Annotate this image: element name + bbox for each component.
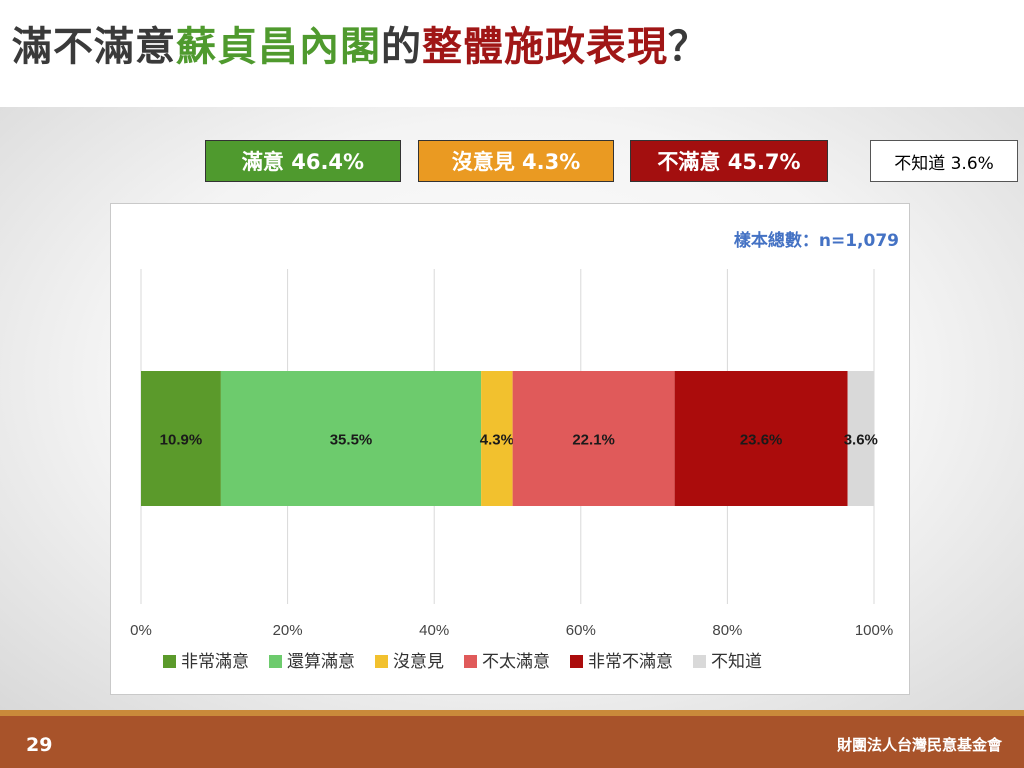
legend-label: 沒意見 — [393, 652, 444, 671]
legend-label: 不太滿意 — [482, 652, 550, 671]
data-label: 4.3% — [480, 432, 514, 449]
bar-segment — [481, 371, 513, 506]
footer-stripe — [0, 710, 1024, 716]
title-part-3: 的 — [381, 24, 422, 70]
x-tick-label: 80% — [712, 622, 742, 639]
summary-dissatisfied: 不滿意 45.7% — [630, 140, 828, 182]
data-label: 35.5% — [330, 432, 373, 449]
x-tick-label: 60% — [566, 622, 596, 639]
data-label: 22.1% — [572, 432, 615, 449]
bar-segment — [141, 371, 221, 506]
x-tick-label: 0% — [130, 622, 152, 639]
data-label: 3.6% — [844, 432, 878, 449]
title-part-4: 整體施政表現 — [422, 24, 668, 70]
chart-panel: 樣本總數：n=1,079 0% 20% 40% 60% 80% 100% 10.9% 35.5… — [110, 203, 910, 695]
summary-satisfied: 滿意 46.4% — [205, 140, 401, 182]
bar-segment — [220, 371, 482, 506]
x-tick-label: 20% — [273, 622, 303, 639]
footer-bar: 29 財團法人台灣民意基金會 — [0, 710, 1024, 768]
organization-name: 財團法人台灣民意基金會 — [836, 736, 1002, 754]
page-number: 29 — [26, 734, 53, 756]
stacked-bar-chart: 0% 20% 40% 60% 80% 100% 10.9% 35.5% 4.3% 22.1% 23.… — [130, 269, 893, 671]
x-tick-label: 40% — [419, 622, 449, 639]
legend-swatch — [464, 655, 477, 668]
data-label: 10.9% — [160, 432, 203, 449]
data-label: 23.6% — [740, 432, 783, 449]
legend-swatch — [570, 655, 583, 668]
legend-label: 還算滿意 — [287, 652, 355, 671]
sample-size-note: 樣本總數：n=1,079 — [733, 231, 899, 251]
legend-label: 非常不滿意 — [588, 652, 673, 671]
bar-segment — [847, 371, 874, 506]
legend-swatch — [163, 655, 176, 668]
title-part-5: ？ — [668, 24, 709, 70]
legend-swatch — [375, 655, 388, 668]
x-tick-label: 100% — [855, 622, 893, 639]
legend-label: 不知道 — [711, 652, 762, 671]
title-part-1: 滿不滿意 — [12, 24, 176, 70]
legend-label: 非常滿意 — [181, 652, 249, 671]
legend-swatch — [693, 655, 706, 668]
title-part-2: 蘇貞昌內閣 — [176, 24, 381, 70]
bar-segment — [674, 371, 848, 506]
summary-no-opinion: 沒意見 4.3% — [418, 140, 614, 182]
bar-segment — [512, 371, 675, 506]
legend-swatch — [269, 655, 282, 668]
slide-title: 滿不滿意蘇貞昌內閣的整體施政表現？ — [12, 14, 709, 72]
summary-dont-know: 不知道 3.6% — [870, 140, 1018, 182]
